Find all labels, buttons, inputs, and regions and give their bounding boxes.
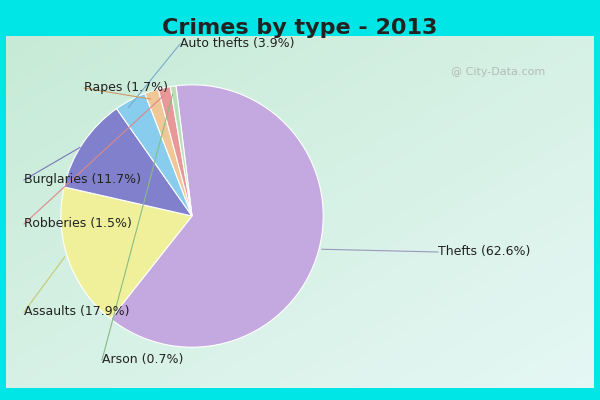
Wedge shape — [64, 109, 192, 216]
Text: @ City-Data.com: @ City-Data.com — [451, 67, 545, 77]
Text: Assaults (17.9%): Assaults (17.9%) — [24, 306, 130, 318]
Text: Auto thefts (3.9%): Auto thefts (3.9%) — [180, 38, 295, 50]
Wedge shape — [61, 187, 192, 319]
Text: Rapes (1.7%): Rapes (1.7%) — [84, 82, 168, 94]
Wedge shape — [158, 87, 192, 216]
Text: Arson (0.7%): Arson (0.7%) — [102, 354, 184, 366]
Wedge shape — [110, 85, 323, 347]
Text: Crimes by type - 2013: Crimes by type - 2013 — [163, 18, 437, 38]
Wedge shape — [145, 89, 192, 216]
Text: Burglaries (11.7%): Burglaries (11.7%) — [24, 174, 141, 186]
Text: Robberies (1.5%): Robberies (1.5%) — [24, 218, 132, 230]
Text: Thefts (62.6%): Thefts (62.6%) — [438, 246, 530, 258]
Wedge shape — [170, 86, 192, 216]
Wedge shape — [116, 94, 192, 216]
